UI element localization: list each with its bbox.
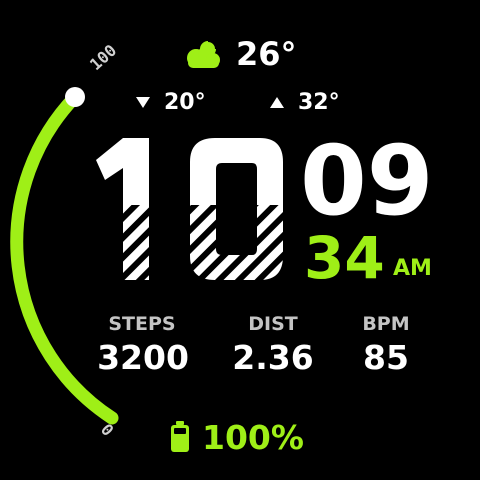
steps-value: 3200 (97, 338, 189, 377)
ampm: AM (393, 256, 432, 281)
forecast-min-value: 20° (164, 89, 206, 115)
minutes: 34 (304, 224, 385, 292)
gauge-knob (65, 87, 85, 107)
triangle-down-icon (136, 96, 150, 108)
forecast-max: 32° (270, 88, 340, 116)
forecast-max-value: 32° (298, 89, 340, 115)
cloud-sun-icon (187, 40, 220, 68)
bpm-label: BPM (362, 313, 410, 335)
battery-icon (171, 421, 189, 452)
hour-digit-2 (190, 138, 283, 280)
triangle-up-icon (270, 96, 284, 108)
dist-value: 2.36 (232, 338, 314, 377)
battery-row: 100% (170, 416, 304, 458)
weather-temperature: 26° (236, 35, 297, 73)
gauge-arc (10, 90, 119, 425)
weather-row: 26° (184, 34, 324, 74)
steps-label: STEPS (108, 313, 176, 335)
battery-level: 100% (202, 417, 304, 457)
forecast-min: 20° (136, 88, 206, 116)
hour-digit-1 (96, 138, 149, 280)
bpm-value: 85 (363, 338, 409, 377)
dist-label: DIST (248, 313, 298, 335)
hour-minute-label: 09 (300, 125, 434, 237)
